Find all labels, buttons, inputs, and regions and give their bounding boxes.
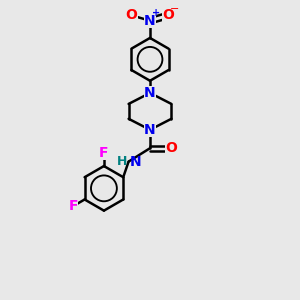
Text: O: O: [166, 141, 177, 155]
Text: N: N: [144, 123, 156, 137]
Text: +: +: [152, 8, 160, 18]
Text: F: F: [99, 146, 109, 160]
Text: O: O: [126, 8, 137, 22]
Text: F: F: [68, 199, 78, 213]
Text: N: N: [144, 14, 156, 28]
Text: N: N: [130, 154, 142, 169]
Text: H: H: [117, 155, 127, 168]
Text: O: O: [163, 8, 174, 22]
Text: N: N: [144, 86, 156, 100]
Text: −: −: [170, 4, 180, 14]
